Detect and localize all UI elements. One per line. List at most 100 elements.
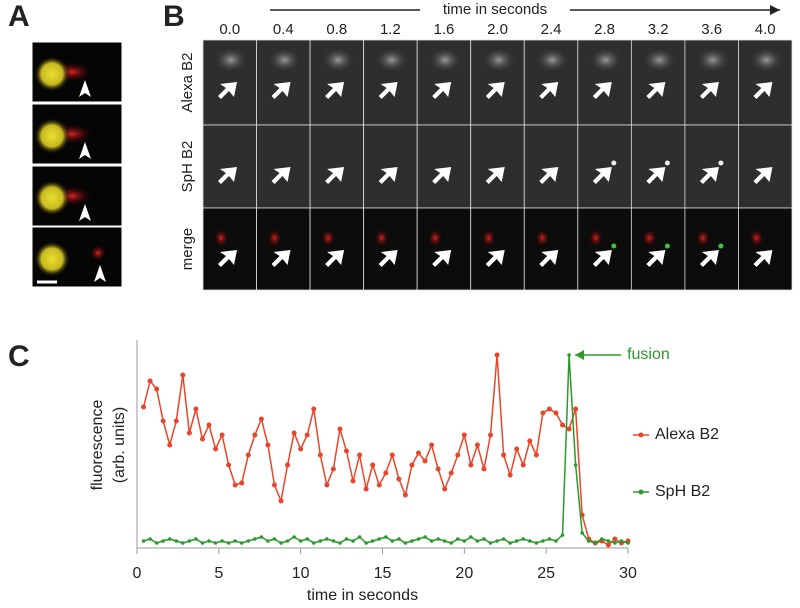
point [213, 446, 219, 452]
point [547, 537, 552, 541]
point [416, 450, 422, 456]
point [481, 466, 487, 472]
point [573, 463, 578, 467]
point [383, 535, 388, 539]
image-cell [309, 124, 365, 209]
spot [611, 243, 617, 249]
point [350, 478, 356, 484]
x-tick-label: 20 [455, 565, 473, 582]
point [357, 452, 363, 458]
gray-blob [643, 48, 676, 72]
arrowhead [753, 82, 773, 99]
point [279, 541, 283, 545]
point [462, 539, 467, 543]
point [311, 406, 317, 412]
arrowhead [539, 250, 559, 267]
point [422, 458, 428, 464]
red-spot [748, 228, 765, 248]
point [253, 537, 257, 541]
image-cell [256, 124, 311, 209]
time-label: 2.0 [487, 21, 508, 38]
arrowhead [646, 167, 666, 184]
point [232, 482, 238, 488]
point [317, 452, 323, 458]
arrowhead [325, 82, 345, 99]
point [213, 541, 218, 545]
point [442, 486, 448, 492]
y-axis-label: fluorescence [89, 400, 106, 491]
legend-label: Alexa B2 [655, 426, 719, 443]
point [448, 470, 454, 476]
image-cell [363, 207, 418, 291]
arrowhead [271, 250, 291, 267]
arrowhead [753, 167, 773, 184]
point [593, 541, 598, 545]
point [207, 539, 211, 543]
point [455, 537, 460, 541]
point [285, 539, 290, 543]
gray-blob [589, 48, 622, 72]
point [173, 418, 179, 424]
point [245, 452, 251, 458]
image-cell [630, 124, 686, 209]
point [533, 452, 539, 458]
time-label: 0.8 [326, 21, 347, 38]
x-tick-label: 10 [292, 565, 310, 582]
point [409, 462, 415, 468]
time-label: 4.0 [755, 21, 776, 38]
arrowhead [218, 167, 237, 184]
point [226, 541, 231, 545]
point [233, 539, 237, 543]
point [389, 452, 395, 458]
point [325, 537, 329, 541]
point [402, 492, 408, 498]
arrowhead [378, 82, 398, 99]
point [540, 410, 546, 416]
point [396, 476, 402, 482]
point [200, 541, 205, 545]
gray-blob [375, 48, 408, 72]
point [461, 432, 467, 438]
point [514, 539, 519, 543]
point [436, 537, 440, 541]
point [600, 537, 604, 541]
image-cell [523, 207, 579, 291]
time-label: 0.0 [219, 21, 240, 38]
point [337, 426, 343, 432]
arrowhead [271, 167, 291, 184]
point [187, 539, 192, 543]
point [154, 386, 160, 392]
point [566, 426, 572, 432]
time-label: 0.4 [273, 21, 294, 38]
x-tick-label: 5 [214, 565, 223, 582]
spot [611, 160, 617, 166]
point [239, 480, 245, 486]
arrowhead [432, 82, 452, 99]
gray-blob [429, 48, 462, 72]
x-tick-label: 0 [133, 565, 142, 582]
gray-blob [750, 48, 783, 72]
time-label: 1.2 [380, 21, 401, 38]
x-axis-label: time in seconds [307, 587, 418, 604]
spot [664, 160, 670, 166]
point [167, 442, 173, 448]
point [488, 541, 493, 545]
panel-c-chart: 0 5 10 15 20 25 30 time in seconds fluorescence (… [89, 340, 719, 604]
image-cell [416, 207, 472, 291]
point [363, 486, 369, 492]
point [383, 470, 389, 476]
row-label: Alexa B2 [179, 52, 196, 112]
arrowhead [218, 250, 237, 267]
yellow-blob [34, 56, 70, 92]
gray-blob [215, 48, 247, 72]
point [397, 537, 401, 541]
point [272, 537, 277, 541]
point [370, 539, 375, 543]
point [271, 482, 277, 488]
point [252, 432, 258, 438]
point [298, 446, 304, 452]
arrowhead [699, 167, 719, 184]
point [311, 541, 316, 545]
point [390, 539, 395, 543]
image-cell [256, 207, 311, 291]
